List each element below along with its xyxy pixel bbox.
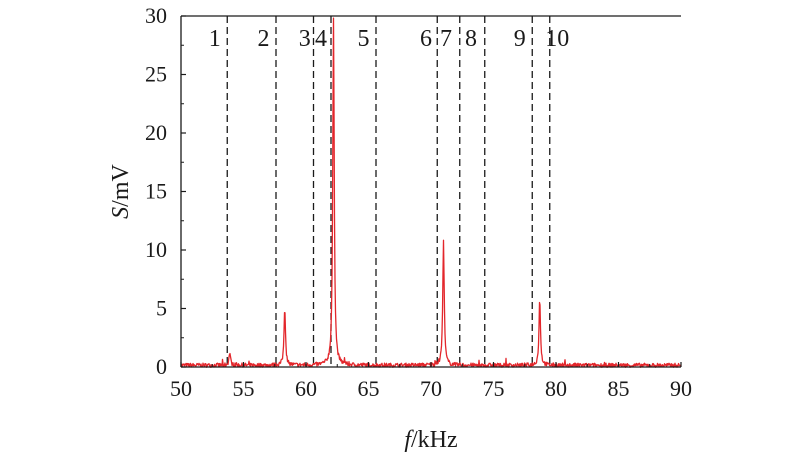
y-tick-label: 0 [156, 354, 167, 379]
x-tick-label: 55 [233, 376, 255, 401]
x-axis-label: f/kHz [404, 427, 457, 453]
x-axis-label-symbol: f [404, 427, 414, 453]
x-tick-label: 50 [170, 376, 192, 401]
y-tick-label: 10 [145, 237, 167, 262]
band-labels: 1 2 3 4 5 6 7 8 9 10 [209, 26, 570, 52]
band-label: 9 [514, 26, 526, 52]
x-tick-label: 65 [358, 376, 380, 401]
band-label: 5 [358, 26, 370, 52]
spectrum-line [180, 17, 682, 368]
x-tick-label: 85 [608, 376, 630, 401]
x-tick-label: 75 [483, 376, 505, 401]
axes [180, 15, 681, 368]
y-tick-label: 30 [145, 3, 167, 28]
band-label: 7 [440, 26, 452, 52]
y-tick-label: 25 [145, 62, 167, 87]
y-tick-label: 5 [156, 296, 167, 321]
band-label: 2 [258, 26, 270, 52]
x-tick-label: 70 [420, 376, 442, 401]
x-tick-label: 80 [545, 376, 567, 401]
band-label: 4 [315, 26, 327, 52]
band-label: 8 [465, 26, 477, 52]
x-axis-ticks: 50 55 60 65 70 75 80 85 90 [170, 362, 692, 401]
x-axis-label-unit: /kHz [411, 427, 458, 453]
band-boundary-lines [226, 16, 551, 367]
band-label: 3 [299, 26, 311, 52]
x-tick-label: 60 [295, 376, 317, 401]
series-group [180, 17, 682, 368]
y-axis-label-unit: /mV [108, 164, 134, 207]
band-label: 10 [545, 26, 569, 52]
x-tick-label: 90 [670, 376, 692, 401]
y-axis-label-symbol: S [108, 207, 134, 219]
band-label: 1 [209, 26, 221, 52]
y-tick-label: 15 [145, 179, 167, 204]
y-axis-label: S/mV [108, 164, 134, 219]
y-tick-label: 20 [145, 120, 167, 145]
y-axis-ticks: 0 5 10 15 20 25 30 [145, 3, 186, 379]
band-label: 6 [420, 26, 432, 52]
